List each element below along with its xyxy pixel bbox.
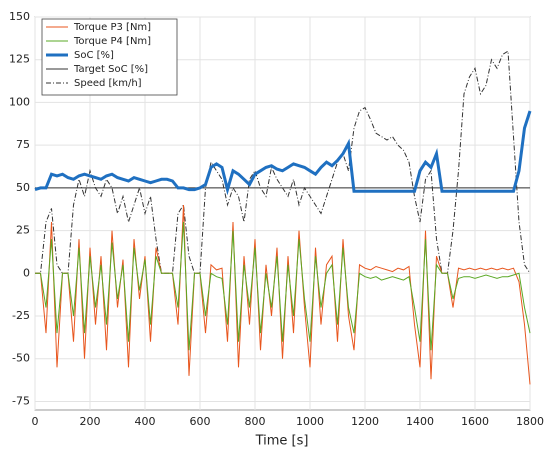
x-tick-label: 1200	[351, 415, 379, 428]
legend-label: SoC [%]	[74, 50, 114, 61]
y-tick-label: 125	[9, 53, 30, 66]
y-tick-label: 150	[9, 10, 30, 23]
x-tick-label: 200	[80, 415, 101, 428]
y-tick-label: 25	[16, 224, 30, 237]
x-tick-label: 800	[245, 415, 266, 428]
legend-label: Target SoC [%]	[73, 64, 148, 75]
x-tick-label: 1000	[296, 415, 324, 428]
y-tick-label: 75	[16, 138, 30, 151]
x-tick-label: 1600	[461, 415, 489, 428]
y-tick-label: -50	[12, 352, 30, 365]
x-axis-label: Time [s]	[255, 434, 309, 449]
legend-label: Torque P3 [Nm]	[73, 22, 151, 33]
series-line	[34, 110, 532, 196]
legend-box	[41, 18, 178, 96]
y-tick-label: 50	[16, 181, 30, 194]
y-tick-label: -25	[12, 309, 30, 322]
legend-label: Torque P4 [Nm]	[73, 36, 151, 47]
x-tick-label: 400	[135, 415, 156, 428]
y-tick-label: 100	[9, 95, 30, 108]
x-tick-label: 1400	[406, 415, 434, 428]
y-tick-label: 0	[23, 266, 30, 279]
x-tick-label: 600	[190, 415, 211, 428]
y-tick-label: -75	[12, 394, 30, 407]
series-line	[35, 221, 531, 351]
legend-label: Speed [km/h]	[74, 78, 142, 89]
x-tick-label: 0	[32, 415, 39, 428]
x-tick-label: 1800	[516, 415, 544, 428]
